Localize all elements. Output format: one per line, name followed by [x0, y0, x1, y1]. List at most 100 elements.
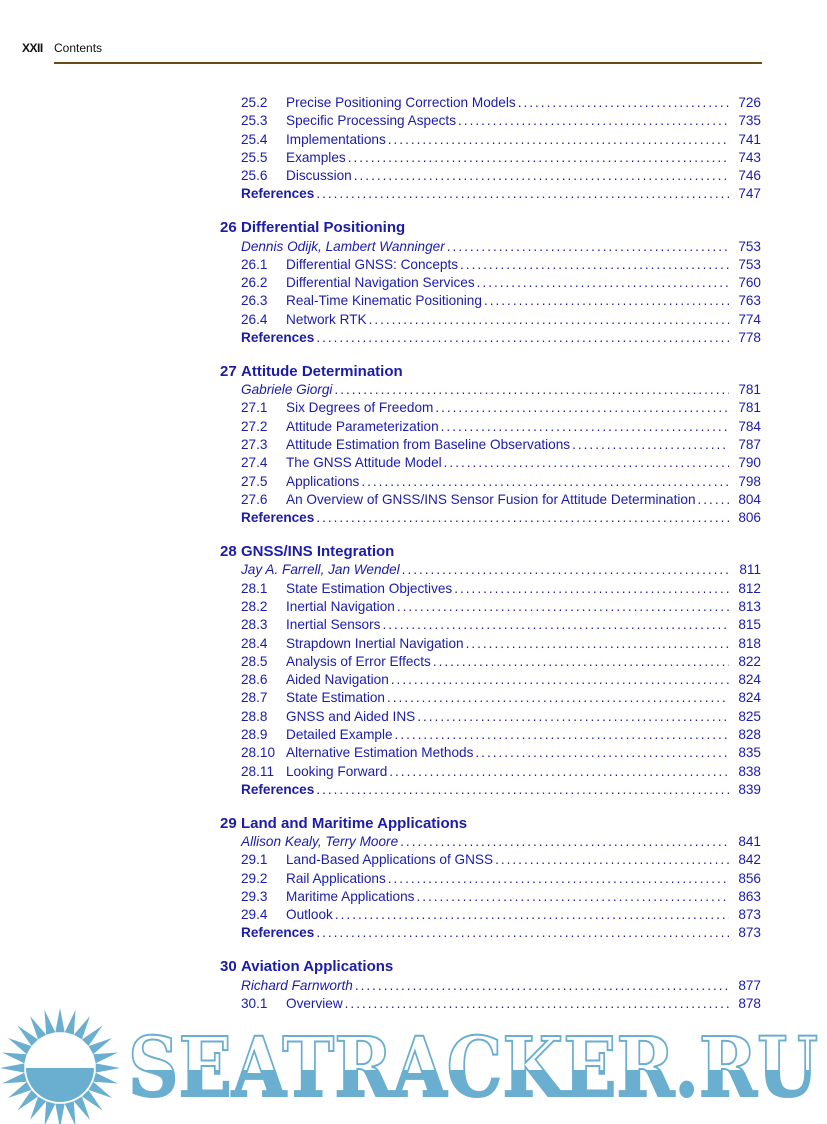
chapter-heading[interactable]: 26 Differential Positioning: [220, 219, 761, 237]
chapter-authors[interactable]: Richard Farnworth 877: [220, 977, 761, 995]
dot-leader: [397, 598, 729, 616]
entry-title: Applications: [286, 473, 360, 489]
toc-entry[interactable]: 30.1 Overview 878: [220, 995, 761, 1013]
sun-ray: [64, 1010, 76, 1035]
dot-leader: [441, 418, 729, 436]
entry-number: 27.2: [241, 418, 268, 434]
toc-entry[interactable]: 27.2 Attitude Parameterization 784: [220, 418, 761, 436]
toc-entry[interactable]: 28.9 Detailed Example 828: [220, 726, 761, 744]
dot-leader: [416, 888, 729, 906]
dot-leader: [354, 167, 729, 185]
toc-entry[interactable]: 29.2 Rail Applications 856: [220, 870, 761, 888]
chapter-title: Aviation Applications: [241, 958, 394, 976]
entry-page: 726: [738, 95, 761, 110]
entry-number: 28.5: [241, 653, 268, 669]
entry-page: 824: [738, 690, 761, 706]
toc-entry[interactable]: 28.7 State Estimation 824: [220, 689, 761, 707]
entry-number: 26.1: [241, 256, 268, 272]
entry-title: Gabriele Giorgi: [241, 382, 333, 398]
toc-entry[interactable]: 27.6 An Overview of GNSS/INS Sensor Fusio…: [220, 491, 761, 509]
dot-leader: [316, 185, 729, 203]
toc-entry[interactable]: 25.2 Precise Positioning Correction Model…: [220, 94, 761, 112]
entry-title: Looking Forward: [286, 763, 388, 779]
toc-entry[interactable]: 25.3 Specific Processing Aspects 735: [220, 112, 761, 130]
toc-entry[interactable]: 28.5 Analysis of Error Effects 822: [220, 653, 761, 671]
sun-ray: [8, 1081, 32, 1098]
toc-entry[interactable]: 28.6 Aided Navigation 824: [220, 671, 761, 689]
chapter-authors[interactable]: Dennis Odijk, Lambert Wanninger 753: [220, 238, 761, 256]
references-entry[interactable]: References 839: [220, 781, 761, 799]
running-title: Contents: [54, 41, 103, 55]
entry-number: 29.3: [241, 888, 268, 904]
entry-title: Differential Navigation Services: [286, 275, 475, 291]
sun-ray: [30, 1016, 47, 1040]
entry-number: 25.6: [241, 168, 268, 184]
toc-entry[interactable]: 27.5 Applications 798: [220, 473, 761, 491]
references-entry[interactable]: References 747: [220, 185, 761, 203]
entry-title: Detailed Example: [286, 727, 393, 742]
toc-entry[interactable]: 28.4 Strapdown Inertial Navigation 818: [220, 635, 761, 653]
entry-title: Maritime Applications: [286, 888, 415, 904]
chapter-authors[interactable]: Jay A. Farrell, Jan Wendel 811: [220, 561, 761, 579]
seatracker-watermark-logo: SEATRACKER.RU: [0, 1008, 819, 1124]
entry-number: 29.4: [241, 907, 268, 923]
dot-leader: [387, 689, 729, 707]
toc-entry[interactable]: 29.4 Outlook 873: [220, 906, 761, 924]
entry-page: 824: [738, 672, 761, 688]
toc-entry[interactable]: 29.1 Land-Based Applications of GNSS 842: [220, 851, 761, 869]
chapter-heading[interactable]: 29 Land and Maritime Applications: [220, 815, 761, 833]
watermark-text: SEATRACKER.RU: [128, 1020, 818, 1116]
toc-entry[interactable]: 28.11 Looking Forward 838: [220, 763, 761, 781]
chapter-heading[interactable]: 27 Attitude Determination: [220, 363, 761, 381]
chapter-heading[interactable]: 30 Aviation Applications: [220, 958, 761, 976]
entry-number: 27.5: [241, 473, 268, 489]
entry-page: 735: [738, 113, 761, 129]
entry-title: Differential GNSS: Concepts: [286, 256, 459, 272]
toc-entry[interactable]: 27.3 Attitude Estimation from Baseline Ob…: [220, 436, 761, 454]
entry-title: References: [241, 925, 315, 941]
chapter-heading[interactable]: 28 GNSS/INS Integration: [220, 543, 761, 561]
dot-leader: [444, 454, 729, 472]
dot-leader: [388, 131, 729, 149]
references-entry[interactable]: References 778: [220, 329, 761, 347]
entry-page: 781: [738, 382, 761, 398]
toc-entry[interactable]: 25.5 Examples 743: [220, 149, 761, 167]
toc-entry[interactable]: 25.6 Discussion 746: [220, 167, 761, 185]
entry-number: 28.6: [241, 672, 268, 688]
toc-entry[interactable]: 26.4 Network RTK 774: [220, 311, 761, 329]
toc-entry[interactable]: 28.2 Inertial Navigation 813: [220, 598, 761, 616]
toc-entry[interactable]: 28.8 GNSS and Aided INS 825: [220, 708, 761, 726]
sun-ray: [44, 1010, 56, 1035]
toc-entry[interactable]: 28.3 Inertial Sensors 815: [220, 616, 761, 634]
entry-number: 28.8: [241, 708, 268, 724]
toc-entry[interactable]: 29.3 Maritime Applications 863: [220, 888, 761, 906]
toc-entry[interactable]: 27.1 Six Degrees of Freedom 781: [220, 399, 761, 417]
entry-page: 774: [738, 311, 761, 327]
sun-ray: [0, 1063, 25, 1073]
entry-number: 27.1: [241, 400, 268, 416]
entry-page: 747: [738, 186, 761, 202]
entry-number: 27.4: [241, 455, 268, 471]
toc-entry[interactable]: 25.4 Implementations 741: [220, 131, 761, 149]
sun-ray: [88, 1081, 112, 1098]
toc-entry[interactable]: 26.2 Differential Navigation Services 760: [220, 274, 761, 292]
dot-leader: [361, 473, 729, 491]
chapter-authors[interactable]: Gabriele Giorgi 781: [220, 381, 761, 399]
toc-entry[interactable]: 28.10 Alternative Estimation Methods 835: [220, 744, 761, 762]
chapter-authors[interactable]: Allison Kealy, Terry Moore 841: [220, 833, 761, 851]
entry-page: 790: [738, 455, 761, 471]
entry-page: 811: [739, 562, 761, 578]
sun-ray: [2, 1052, 27, 1064]
entry-page: 856: [738, 870, 761, 886]
sun-ray: [44, 1101, 56, 1124]
toc-entry[interactable]: 26.3 Real-Time Kinematic Positioning 763: [220, 292, 761, 310]
references-entry[interactable]: References 873: [220, 924, 761, 942]
entry-number: 28.10: [241, 745, 276, 761]
references-entry[interactable]: References 806: [220, 509, 761, 527]
toc-entry[interactable]: 26.1 Differential GNSS: Concepts 753: [220, 256, 761, 274]
toc-entry[interactable]: 28.1 State Estimation Objectives 812: [220, 580, 761, 598]
dot-leader: [458, 112, 729, 130]
entry-page: 841: [738, 833, 761, 849]
toc-entry[interactable]: 27.4 The GNSS Attitude Model 790: [220, 454, 761, 472]
